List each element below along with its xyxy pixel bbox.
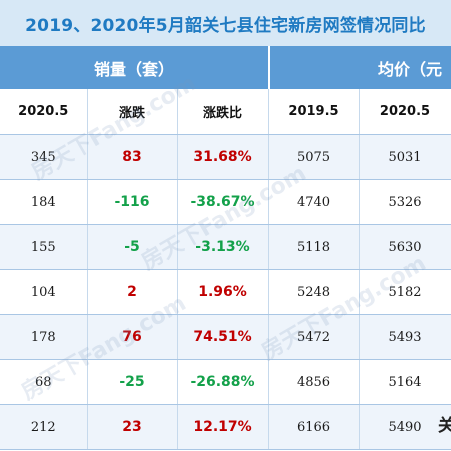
subheader-row: 2020.5 涨跌 涨跌比 2019.5 2020.5	[0, 89, 451, 135]
cell-sales-2020: 345	[0, 134, 88, 180]
cell-sales-2020: 178	[0, 314, 88, 360]
table-row: 345 83 31.68% 5075 5031	[0, 134, 451, 180]
group-separator	[268, 46, 270, 89]
group-header-row: 销量（套） 均价（元	[0, 46, 451, 89]
table-row: 212 23 12.17% 6166 5490	[0, 404, 451, 450]
cell-change-pct: -26.88%	[177, 359, 269, 405]
cell-change-pct: 1.96%	[177, 269, 269, 315]
col-header-price-2019: 2019.5	[268, 89, 360, 135]
title-bar: 2019、2020年5月韶关七县住宅新房网签情况同比	[0, 0, 451, 46]
cell-change-pct: -38.67%	[177, 179, 269, 225]
cell-price-2019: 5248	[268, 269, 360, 315]
cell-change: 2	[87, 269, 178, 315]
cell-price-2019: 6166	[268, 404, 360, 450]
cell-change-pct: 31.68%	[177, 134, 269, 180]
cell-sales-2020: 212	[0, 404, 88, 450]
cell-change-pct: 12.17%	[177, 404, 269, 450]
table-row: 178 76 74.51% 5472 5493	[0, 314, 451, 360]
cell-sales-2020: 155	[0, 224, 88, 270]
col-header-change: 涨跌	[87, 89, 178, 135]
cell-change: -5	[87, 224, 178, 270]
cell-price-2020: 5326	[359, 179, 451, 225]
cell-price-2019: 5118	[268, 224, 360, 270]
data-table: 2020.5 涨跌 涨跌比 2019.5 2020.5 345 83 31.68% 5…	[0, 89, 451, 450]
table-row: 104 2 1.96% 5248 5182	[0, 269, 451, 315]
table-row: 184 -116 -38.67% 4740 5326	[0, 179, 451, 225]
page-title: 2019、2020年5月韶关七县住宅新房网签情况同比	[25, 15, 426, 36]
cell-change: -116	[87, 179, 178, 225]
col-header-sales-2020: 2020.5	[0, 89, 88, 135]
cell-sales-2020: 104	[0, 269, 88, 315]
cell-price-2019: 4740	[268, 179, 360, 225]
cell-change: 23	[87, 404, 178, 450]
cell-price-2020: 5493	[359, 314, 451, 360]
cell-price-2020: 5490	[359, 404, 451, 450]
table-row: 68 -25 -26.88% 4856 5164	[0, 359, 451, 405]
cell-change: -25	[87, 359, 178, 405]
cell-price-2019: 4856	[268, 359, 360, 405]
cell-sales-2020: 68	[0, 359, 88, 405]
cell-price-2019: 5472	[268, 314, 360, 360]
col-header-change-pct: 涨跌比	[177, 89, 269, 135]
cell-price-2020: 5630	[359, 224, 451, 270]
group-header-price: 均价（元	[378, 59, 443, 79]
cell-price-2020: 5182	[359, 269, 451, 315]
cell-sales-2020: 184	[0, 179, 88, 225]
cell-change: 76	[87, 314, 178, 360]
cell-change-pct: -3.13%	[177, 224, 269, 270]
table-row: 155 -5 -3.13% 5118 5630	[0, 224, 451, 270]
cell-change: 83	[87, 134, 178, 180]
cell-price-2019: 5075	[268, 134, 360, 180]
cell-change-pct: 74.51%	[177, 314, 269, 360]
col-header-price-2020: 2020.5	[359, 89, 451, 135]
group-header-sales: 销量（套）	[93, 59, 174, 79]
edge-text: 关	[438, 416, 451, 436]
cell-price-2020: 5031	[359, 134, 451, 180]
cell-price-2020: 5164	[359, 359, 451, 405]
